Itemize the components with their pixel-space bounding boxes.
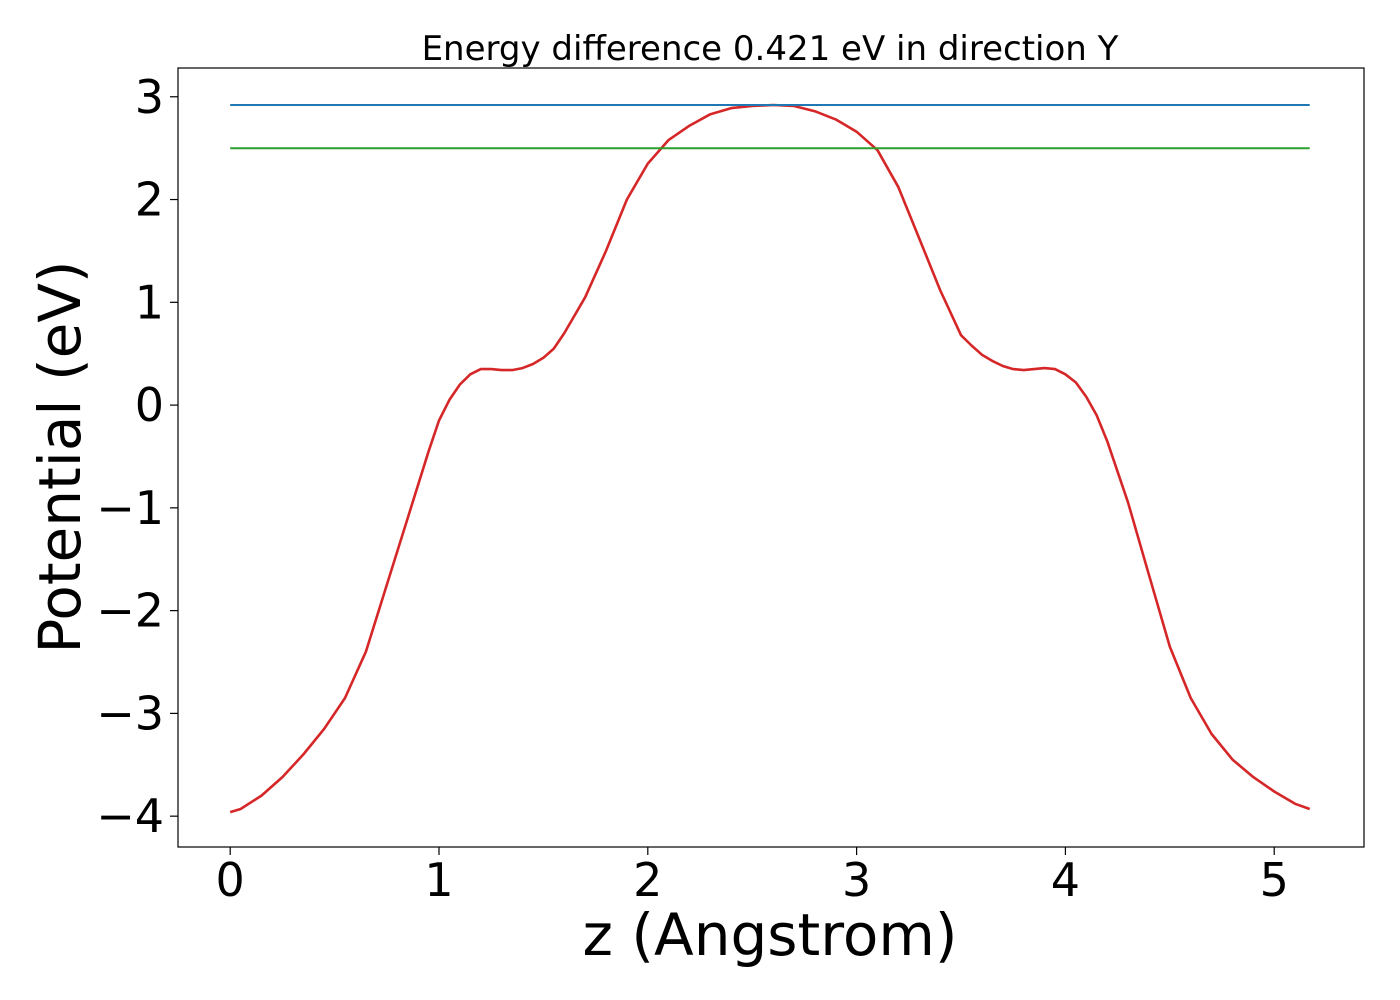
plot-area: [177, 67, 1365, 848]
x-tick-label: 4: [1051, 853, 1080, 907]
x-axis-title: z (Angstrom): [583, 901, 958, 969]
x-tick-label: 0: [216, 853, 245, 907]
x-tick-label: 2: [633, 853, 662, 907]
y-tick-label: −2: [96, 584, 164, 638]
y-axis-title: Potential (eV): [26, 260, 94, 653]
y-tick-label: 0: [135, 378, 164, 432]
y-tick-label: −4: [96, 789, 164, 843]
y-tick-label: 2: [135, 173, 164, 227]
y-tick-label: 1: [135, 275, 164, 329]
chart-title: Energy difference 0.421 eV in direction …: [422, 29, 1119, 69]
x-tick-label: 5: [1260, 853, 1289, 907]
y-axis: −4 −3 −2 −1 0 1 2 3: [96, 70, 178, 843]
y-tick-label: 3: [135, 70, 164, 124]
x-tick-label: 1: [424, 853, 453, 907]
plot-frame: [177, 67, 1365, 848]
series-layer: [229, 103, 1311, 814]
x-tick-label: 3: [842, 853, 871, 907]
y-tick-label: −3: [96, 686, 164, 740]
y-tick-label: −1: [96, 481, 164, 535]
x-axis: 0 1 2 3 4 5: [216, 847, 1289, 907]
